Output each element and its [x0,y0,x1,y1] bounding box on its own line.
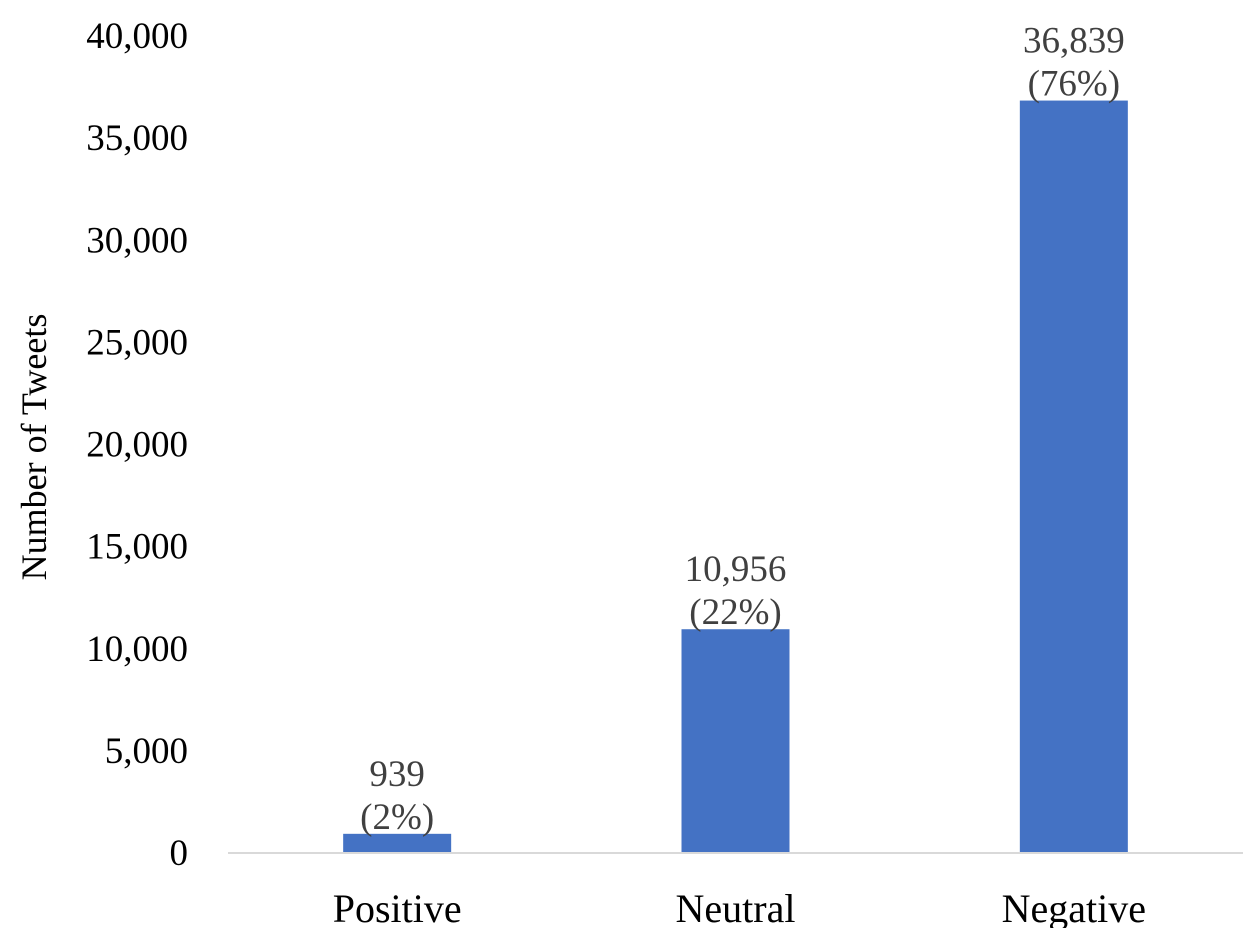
y-tick-label: 10,000 [86,629,188,670]
data-label-percent: (22%) [689,592,781,633]
bars [343,100,1128,854]
y-tick-label: 25,000 [86,322,188,363]
x-tick-label: Neutral [676,886,796,928]
x-tick-label: Positive [333,886,462,928]
bar-negative [1019,100,1128,854]
data-label-percent: (76%) [1028,64,1120,105]
data-label-value: 10,956 [685,549,787,590]
y-tick-label: 5,000 [105,731,188,772]
y-tick-label: 35,000 [86,118,188,159]
data-label-value: 36,839 [1023,21,1125,62]
y-tick-label: 0 [170,833,189,874]
y-tick-label: 40,000 [86,16,188,57]
x-axis-labels: Positive Neutral Negative [333,886,1146,931]
data-label-value: 939 [369,754,425,795]
y-tick-label: 20,000 [86,425,188,466]
y-axis-title: Number of Tweets [14,314,54,581]
bar-positive [343,833,452,853]
x-tick-label: Negative [1002,886,1146,928]
data-label-percent: (2%) [360,797,434,838]
y-axis-ticks: 0 5,000 10,000 15,000 20,000 25,000 30,000 35,0… [86,16,188,874]
data-labels: 939(2%) 10,956(22%) 36,839(76%) [360,21,1125,838]
y-tick-label: 15,000 [86,527,188,568]
bar-neutral [681,629,790,853]
y-tick-label: 30,000 [86,220,188,261]
